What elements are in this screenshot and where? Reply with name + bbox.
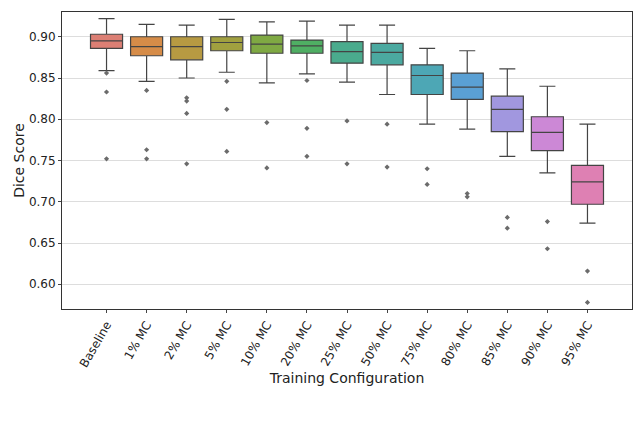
svg-text:85% MC: 85% MC [478,319,515,369]
svg-text:20% MC: 20% MC [278,319,315,369]
svg-text:0.90: 0.90 [29,30,56,44]
svg-text:95% MC: 95% MC [559,319,596,369]
svg-text:10% MC: 10% MC [238,319,275,369]
svg-text:50% MC: 50% MC [358,319,395,369]
svg-text:0.85: 0.85 [29,71,56,85]
svg-text:25% MC: 25% MC [318,319,355,369]
svg-text:75% MC: 75% MC [398,319,435,369]
svg-text:90% MC: 90% MC [518,319,555,369]
svg-text:0.60: 0.60 [29,277,56,291]
svg-text:1% MC: 1% MC [121,319,154,362]
svg-text:Training Configuration: Training Configuration [269,370,425,386]
svg-text:0.65: 0.65 [29,236,56,250]
svg-text:Dice Score: Dice Score [11,123,27,198]
svg-text:2% MC: 2% MC [162,319,195,362]
svg-text:80% MC: 80% MC [438,319,475,369]
svg-text:0.75: 0.75 [29,154,56,168]
svg-text:5% MC: 5% MC [202,319,235,362]
svg-text:0.80: 0.80 [29,112,56,126]
svg-text:0.70: 0.70 [29,195,56,209]
svg-text:Baseline: Baseline [77,319,115,370]
